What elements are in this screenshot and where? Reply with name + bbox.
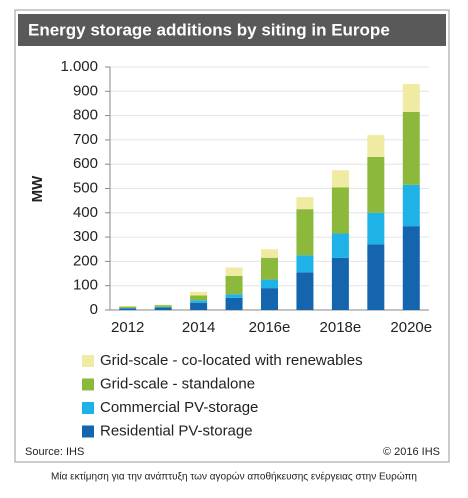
bar-segment (226, 276, 243, 294)
y-tick-label: 300 (73, 228, 98, 245)
bar-segment (403, 226, 420, 310)
legend-label: Grid-scale - co-located with renewables (100, 352, 363, 369)
bar-segment (226, 298, 243, 310)
bar-segment (367, 213, 384, 245)
bar-segment (190, 300, 207, 302)
bar-segment (155, 307, 172, 308)
bar-segment (296, 272, 313, 310)
bar-segment (296, 197, 313, 209)
bar-segment (190, 292, 207, 296)
legend-swatch (82, 402, 94, 414)
bar-segment (119, 307, 136, 308)
bar-segment (296, 209, 313, 255)
bar-segment (403, 84, 420, 112)
legend-swatch (82, 379, 94, 391)
bar-segment (119, 309, 136, 310)
bar-segment (190, 303, 207, 310)
y-tick-label: 0 (90, 301, 98, 318)
bar-segment (403, 185, 420, 226)
bar-segment (332, 233, 349, 257)
bar-segment (155, 308, 172, 310)
y-tick-label: 200 (73, 252, 98, 269)
y-tick-label: 1.000 (60, 58, 98, 75)
bar-segment (367, 244, 384, 310)
bar-segment (261, 258, 278, 280)
bar-segment (296, 255, 313, 272)
x-tick-label: 2016e (249, 319, 291, 336)
bar-segment (367, 135, 384, 157)
bar-segment (226, 294, 243, 298)
bar-segment (226, 267, 243, 276)
x-tick-label: 2012 (111, 319, 144, 336)
copyright: © 2016 IHS (383, 446, 440, 458)
bar-segment (332, 170, 349, 187)
caption: Μία εκτίμηση για την ανάπτυξη των αγορών… (51, 471, 417, 483)
bar-segment (403, 112, 420, 185)
legend-swatch (82, 426, 94, 438)
source: Source: IHS (25, 446, 84, 458)
bar-segment (155, 305, 172, 307)
bar-segment (190, 295, 207, 300)
y-axis-label: MW (29, 175, 46, 202)
bar-segment (261, 280, 278, 289)
y-tick-label: 700 (73, 131, 98, 148)
bar-segment (261, 288, 278, 310)
y-tick-label: 800 (73, 107, 98, 124)
y-tick-label: 600 (73, 155, 98, 172)
legend-swatch (82, 355, 94, 367)
legend-label: Commercial PV-storage (100, 399, 258, 416)
bar-segment (332, 187, 349, 233)
bar-segment (367, 157, 384, 213)
legend-label: Residential PV-storage (100, 422, 253, 439)
chart-title: Energy storage additions by siting in Eu… (28, 20, 390, 39)
x-tick-label: 2014 (182, 319, 215, 336)
y-tick-label: 100 (73, 277, 98, 294)
bar-segment (332, 258, 349, 310)
x-tick-label: 2018e (320, 319, 362, 336)
x-tick-label: 2020e (390, 319, 432, 336)
bar-segment (261, 249, 278, 258)
y-tick-label: 400 (73, 204, 98, 221)
y-tick-label: 900 (73, 82, 98, 99)
legend-label: Grid-scale - standalone (100, 375, 255, 392)
y-tick-label: 500 (73, 179, 98, 196)
